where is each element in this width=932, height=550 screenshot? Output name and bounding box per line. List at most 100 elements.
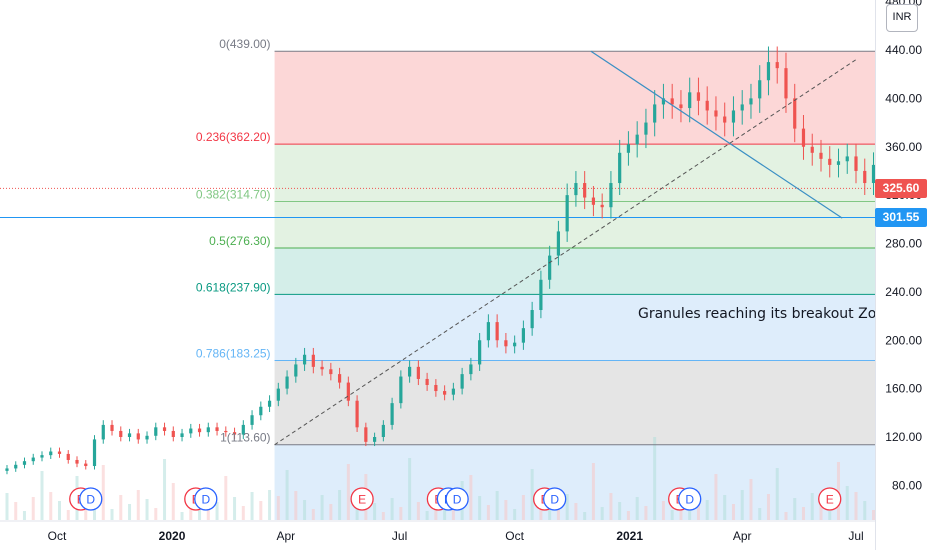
volume-bar <box>84 505 88 520</box>
candle-body <box>565 195 569 232</box>
volume-bar <box>626 511 630 520</box>
fib-label: 0.786(183.25) <box>196 347 271 361</box>
candle-body <box>302 354 307 365</box>
candle-body <box>241 424 245 435</box>
marker-label: D <box>453 493 462 507</box>
candle-body <box>443 391 447 395</box>
volume-bar <box>775 468 779 520</box>
candle-body <box>696 92 701 101</box>
candle-body <box>574 183 578 196</box>
x-axis: Oct 2020 Apr Jul Oct 2021 Apr Jul <box>0 520 875 543</box>
candle-body <box>478 340 482 365</box>
candle-body <box>92 439 97 467</box>
candle-body <box>171 430 175 437</box>
volume-bar <box>31 497 35 520</box>
volume-bar <box>346 464 350 520</box>
price-axis[interactable]: 80.00120.00160.00200.00240.00280.00320.0… <box>875 0 932 550</box>
volume-bar <box>530 469 534 520</box>
candle-body <box>504 340 508 347</box>
currency-label[interactable]: INR <box>886 4 918 32</box>
candle-body <box>154 427 158 436</box>
candle-body <box>854 156 858 171</box>
volume-bar <box>224 476 228 520</box>
candle-body <box>206 427 210 433</box>
candle-body <box>661 98 666 105</box>
volume-bar <box>14 502 18 520</box>
volume-bar <box>198 507 202 520</box>
fib-zone <box>274 201 875 248</box>
volume-bar <box>574 503 578 520</box>
volume-bar <box>740 490 744 520</box>
volume-bar <box>723 495 727 520</box>
candle-body <box>548 255 552 280</box>
resistance-trendline <box>590 50 843 219</box>
volume-bar <box>215 502 219 520</box>
candle-body <box>740 104 744 111</box>
volume-bar <box>136 490 140 520</box>
volume-bar <box>705 500 709 520</box>
candle-body <box>758 80 762 99</box>
volume-bar <box>355 508 359 520</box>
fib-label: 0.5(276.30) <box>209 234 270 248</box>
volume-bar <box>784 512 788 520</box>
candle-body <box>259 406 263 416</box>
volume-bar <box>66 510 70 520</box>
x-tick-label: Jul <box>392 529 407 543</box>
volume-bar <box>801 507 805 520</box>
earnings-marker <box>818 487 842 511</box>
horizontal-lines <box>0 187 875 218</box>
volume-bar <box>486 505 490 520</box>
volume-bar <box>591 463 595 520</box>
y-tick-label: 120.00 <box>885 430 922 444</box>
candle-body <box>819 152 823 159</box>
candle-body <box>355 400 359 428</box>
volume-bar <box>854 492 858 520</box>
candle-body <box>845 156 849 162</box>
volume-bar <box>644 506 648 520</box>
candle-body <box>434 384 438 392</box>
volume-bar <box>408 458 412 520</box>
volume-bar <box>731 504 735 520</box>
fib-zone <box>274 51 875 145</box>
y-tick-label: 160.00 <box>885 382 922 396</box>
candle-body <box>337 374 342 383</box>
marker-label: D <box>685 493 694 507</box>
volume-bar <box>259 501 263 520</box>
candle-body <box>31 457 35 462</box>
volume-bar <box>469 475 473 520</box>
candle-body <box>197 428 202 433</box>
fib-label: 0.618(237.90) <box>196 280 271 294</box>
candle-body <box>460 374 464 389</box>
volume-bar <box>329 504 333 520</box>
volume-bar <box>390 498 394 520</box>
candle-body <box>451 388 455 395</box>
candle-body <box>250 415 254 425</box>
candle-body <box>294 364 298 377</box>
candle-body <box>871 164 876 184</box>
candle-body <box>22 461 27 465</box>
candle-body <box>364 427 368 442</box>
volume-bar <box>688 505 692 520</box>
volume-bar <box>311 509 315 520</box>
volume-bar <box>749 479 753 520</box>
candle-body <box>714 110 718 117</box>
volume-bar <box>504 500 508 520</box>
marker-label: D <box>201 493 210 507</box>
marker-label: D <box>86 493 95 507</box>
y-tick-label: 400.00 <box>885 91 922 105</box>
candle-body <box>784 68 788 99</box>
volume-bar <box>180 512 184 520</box>
dividend-marker <box>678 487 702 511</box>
volume-bar <box>714 474 718 520</box>
volume-bar <box>58 501 62 520</box>
fib-zone <box>274 294 875 361</box>
volume-bar <box>478 496 482 520</box>
volume-bar <box>303 500 307 520</box>
candle-body <box>5 468 9 471</box>
candle-body <box>57 451 62 454</box>
volume-bar <box>495 491 499 520</box>
candle-body <box>609 183 613 208</box>
volume-bar <box>40 471 44 520</box>
x-tick-label: Oct <box>505 529 524 543</box>
